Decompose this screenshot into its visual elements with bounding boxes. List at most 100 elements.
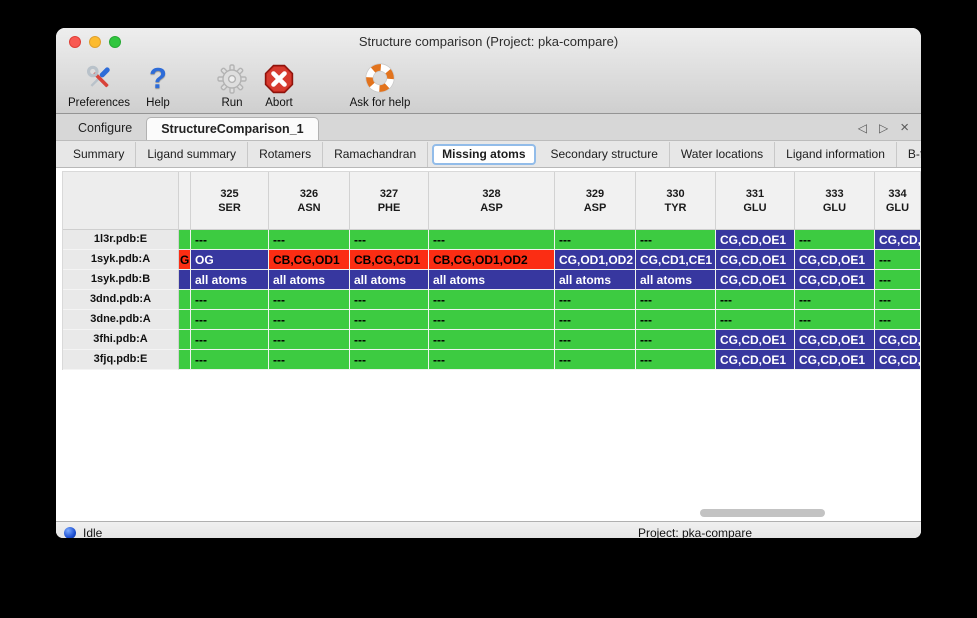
atom-cell[interactable]: --- <box>636 310 716 330</box>
subtab-ramachandran[interactable]: Ramachandran <box>323 141 429 167</box>
atom-cell[interactable]: --- <box>350 310 429 330</box>
atom-cell[interactable]: CB,CG,CD1 <box>350 250 429 270</box>
atom-cell[interactable]: --- <box>269 310 350 330</box>
atom-cell[interactable]: CB,CG,OD1,OD2 <box>429 250 555 270</box>
subtab-water-locations[interactable]: Water locations <box>670 141 776 167</box>
atom-cell[interactable]: --- <box>269 350 350 370</box>
atom-cell[interactable]: --- <box>555 290 636 310</box>
atom-cell[interactable]: --- <box>636 350 716 370</box>
preferences-label: Preferences <box>67 97 130 109</box>
atom-cell[interactable]: G <box>179 250 191 270</box>
preferences-button[interactable]: Preferences <box>62 62 136 110</box>
atom-cell[interactable] <box>179 230 191 250</box>
atom-cell[interactable]: CG,CD1,CE1 <box>636 250 716 270</box>
atom-cell[interactable]: --- <box>191 310 269 330</box>
window-titlebar[interactable]: Structure comparison (Project: pka-compa… <box>56 28 921 55</box>
atom-cell[interactable]: OG <box>191 250 269 270</box>
atom-cell[interactable]: --- <box>555 310 636 330</box>
atom-cell[interactable]: --- <box>269 330 350 350</box>
atom-cell[interactable]: CG,OD1,OD2 <box>555 250 636 270</box>
atom-cell[interactable]: --- <box>269 290 350 310</box>
atom-cell[interactable]: --- <box>716 290 795 310</box>
atom-cell[interactable]: --- <box>191 330 269 350</box>
atom-cell[interactable]: CG,CD,OE1 <box>716 350 795 370</box>
horizontal-scrollbar-thumb[interactable] <box>700 509 825 517</box>
atom-cell[interactable] <box>179 310 191 330</box>
atom-cell[interactable]: --- <box>429 330 555 350</box>
atom-cell[interactable]: CG,CD,OE1 <box>716 230 795 250</box>
atom-cell[interactable]: --- <box>269 230 350 250</box>
atom-cell[interactable]: --- <box>429 350 555 370</box>
atom-cell[interactable]: --- <box>636 290 716 310</box>
atom-cell[interactable]: --- <box>555 330 636 350</box>
zoom-window-button[interactable] <box>109 36 121 48</box>
atom-cell[interactable]: all atoms <box>191 270 269 290</box>
atom-cell[interactable]: all atoms <box>555 270 636 290</box>
ask-for-help-button[interactable]: Ask for help <box>334 62 426 110</box>
atom-cell[interactable]: CG,CD,OE1 <box>875 330 921 350</box>
minimize-window-button[interactable] <box>89 36 101 48</box>
atom-cell[interactable]: --- <box>191 290 269 310</box>
atom-cell[interactable]: --- <box>795 230 875 250</box>
atom-cell[interactable]: --- <box>875 250 921 270</box>
atom-cell[interactable]: all atoms <box>429 270 555 290</box>
atom-cell[interactable]: --- <box>350 350 429 370</box>
run-button[interactable]: Run <box>210 62 254 110</box>
subtab-secondary-structure[interactable]: Secondary structure <box>540 141 670 167</box>
atom-cell[interactable] <box>179 350 191 370</box>
subtab-rotamers[interactable]: Rotamers <box>248 141 324 167</box>
atom-cell[interactable]: --- <box>429 310 555 330</box>
row-label: 3fhi.pdb:A <box>63 330 179 350</box>
atom-cell[interactable]: CG,CD,OE1 <box>875 230 921 250</box>
subtab-b-factors[interactable]: B-factors <box>907 146 921 161</box>
atom-cell[interactable]: CB,CG,OD1 <box>269 250 350 270</box>
atom-cell[interactable]: CG,CD,OE1 <box>716 330 795 350</box>
row-label: 1syk.pdb:B <box>63 270 179 290</box>
atom-cell[interactable]: --- <box>350 290 429 310</box>
subtab-missing-atoms[interactable]: Missing atoms <box>432 143 536 165</box>
subtab-summary[interactable]: Summary <box>62 141 137 167</box>
tab-structurecomparison-1[interactable]: StructureComparison_1 <box>146 117 319 140</box>
atom-cell[interactable] <box>179 330 191 350</box>
atom-cell[interactable]: CG,CD,OE1 <box>875 350 921 370</box>
tab-scroll-right-icon[interactable]: ▷ <box>879 120 889 135</box>
atom-cell[interactable]: all atoms <box>350 270 429 290</box>
atom-cell[interactable]: CG,CD,OE1 <box>795 350 875 370</box>
atom-cell[interactable]: CG,CD,OE1 <box>716 270 795 290</box>
atom-cell[interactable]: --- <box>191 230 269 250</box>
atom-cell[interactable] <box>179 290 191 310</box>
atom-cell[interactable]: --- <box>429 290 555 310</box>
abort-button[interactable]: Abort <box>254 62 304 110</box>
atom-cell[interactable]: --- <box>875 270 921 290</box>
atom-cell[interactable]: --- <box>350 330 429 350</box>
atom-cell[interactable]: --- <box>795 310 875 330</box>
column-header: 330 TYR <box>636 172 716 229</box>
atom-cell[interactable]: --- <box>875 290 921 310</box>
atom-cell[interactable] <box>179 270 191 290</box>
tab-scroll-left-icon[interactable]: ◁ <box>857 120 867 135</box>
atom-cell[interactable]: CG,CD,OE1 <box>795 330 875 350</box>
atom-cell[interactable]: --- <box>555 230 636 250</box>
atom-cell[interactable]: CG,CD,OE1 <box>795 250 875 270</box>
window-title: Structure comparison (Project: pka-compa… <box>358 34 619 49</box>
atom-cell[interactable]: --- <box>350 230 429 250</box>
tab-configure[interactable]: Configure <box>78 121 133 135</box>
subtab-ligand-summary[interactable]: Ligand summary <box>136 141 249 167</box>
help-button[interactable]: ? Help <box>136 62 180 110</box>
atom-cell[interactable]: all atoms <box>636 270 716 290</box>
atom-cell[interactable]: --- <box>636 330 716 350</box>
atom-cell[interactable]: CG,CD,OE1 <box>716 250 795 270</box>
close-window-button[interactable] <box>69 36 81 48</box>
app-window: Structure comparison (Project: pka-compa… <box>56 28 921 538</box>
atom-cell[interactable]: --- <box>875 310 921 330</box>
atom-cell[interactable]: --- <box>716 310 795 330</box>
atom-cell[interactable]: all atoms <box>269 270 350 290</box>
atom-cell[interactable]: --- <box>636 230 716 250</box>
atom-cell[interactable]: CG,CD,OE1 <box>795 270 875 290</box>
atom-cell[interactable]: --- <box>795 290 875 310</box>
atom-cell[interactable]: --- <box>555 350 636 370</box>
atom-cell[interactable]: --- <box>429 230 555 250</box>
atom-cell[interactable]: --- <box>191 350 269 370</box>
subtab-ligand-information[interactable]: Ligand information <box>775 141 897 167</box>
tab-close-icon[interactable]: × <box>900 119 909 136</box>
